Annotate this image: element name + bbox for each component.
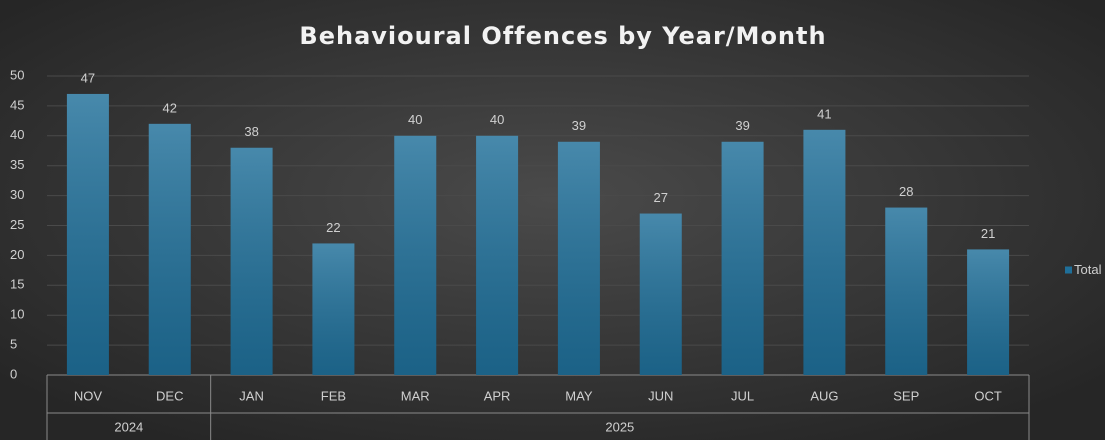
bar-shade — [148, 123, 191, 375]
data-label: 39 — [572, 118, 586, 133]
y-tick-label: 40 — [10, 127, 24, 142]
x-tick-label: MAY — [565, 388, 593, 403]
data-label: 21 — [981, 226, 995, 241]
bar-shade — [230, 147, 273, 375]
x-tick-label: FEB — [321, 388, 346, 403]
x-tick-label: SEP — [893, 388, 919, 403]
x-tick-label: APR — [484, 388, 511, 403]
x-tick-label: DEC — [156, 388, 183, 403]
y-tick-label: 5 — [10, 337, 17, 352]
group-label: 2025 — [605, 419, 634, 434]
bar-shade — [557, 141, 600, 375]
y-tick-label: 10 — [10, 307, 24, 322]
data-label: 39 — [735, 118, 749, 133]
bar-shade — [394, 135, 437, 375]
y-tick-label: 25 — [10, 217, 24, 232]
data-label: 28 — [899, 184, 913, 199]
bar-shade — [639, 213, 682, 375]
x-tick-label: OCT — [974, 388, 1002, 403]
legend-swatch — [1065, 266, 1072, 274]
bar-shade — [885, 207, 928, 375]
y-tick-label: 50 — [10, 67, 24, 82]
group-label: 2024 — [114, 419, 143, 434]
data-label: 40 — [408, 112, 422, 127]
y-tick-label: 30 — [10, 187, 24, 202]
bar-shade — [312, 243, 355, 375]
data-label: 38 — [244, 124, 258, 139]
y-tick-label: 35 — [10, 157, 24, 172]
x-tick-label: JAN — [239, 388, 264, 403]
x-tick-label: MAR — [401, 388, 430, 403]
x-tick-label: JUN — [648, 388, 673, 403]
x-tick-label: NOV — [74, 388, 103, 403]
data-label: 40 — [490, 112, 504, 127]
bar-shade — [967, 249, 1010, 375]
bar-shade — [476, 135, 519, 375]
x-tick-label: AUG — [810, 388, 838, 403]
data-label: 41 — [817, 106, 831, 121]
bar-shade — [721, 141, 764, 375]
legend-label: Total — [1074, 262, 1102, 277]
data-label: 47 — [81, 70, 95, 85]
bar-shade — [803, 129, 846, 375]
chart-title: Behavioural Offences by Year/Month — [299, 22, 826, 50]
y-tick-label: 0 — [10, 366, 17, 381]
data-label: 27 — [654, 190, 668, 205]
y-tick-label: 45 — [10, 97, 24, 112]
data-label: 42 — [163, 100, 177, 115]
y-tick-label: 20 — [10, 247, 24, 262]
x-tick-label: JUL — [731, 388, 754, 403]
bar-shade — [66, 93, 109, 375]
y-tick-label: 15 — [10, 277, 24, 292]
data-label: 22 — [326, 220, 340, 235]
